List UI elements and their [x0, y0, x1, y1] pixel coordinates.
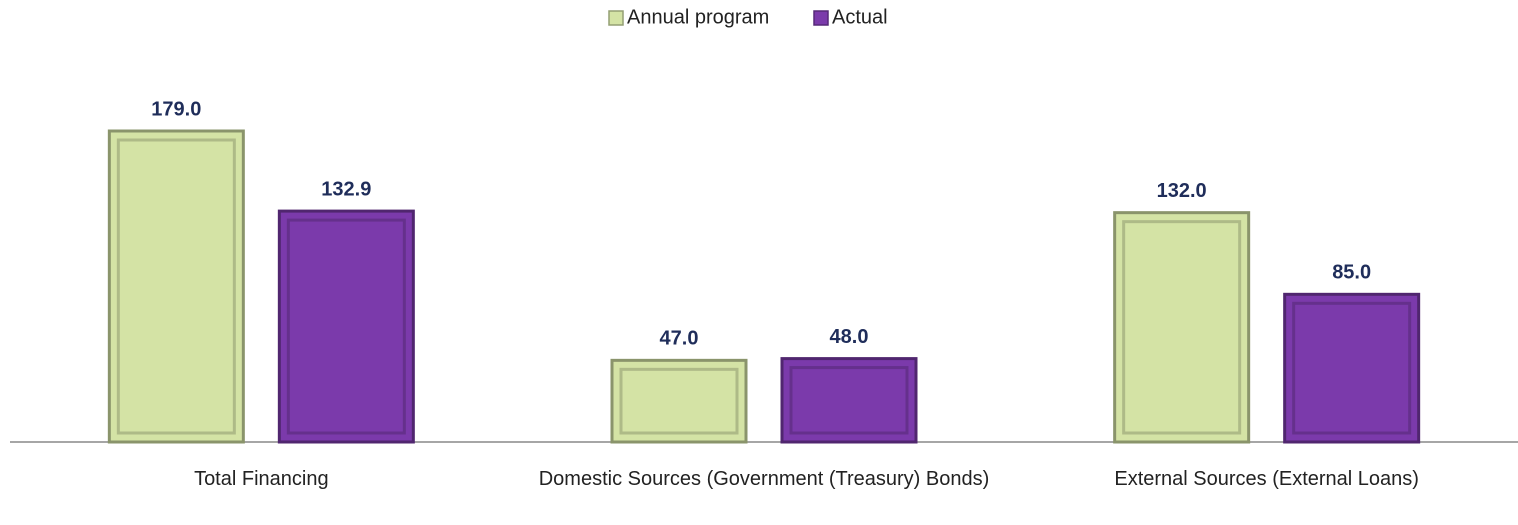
- bar: [610, 358, 748, 444]
- bar: [107, 129, 245, 444]
- bar-bevel: [286, 218, 406, 435]
- bar-bevel: [789, 366, 909, 435]
- bar: [277, 209, 415, 444]
- value-label: 48.0: [830, 326, 869, 348]
- bar-bevel: [1292, 301, 1412, 435]
- legend-swatch: [813, 10, 829, 26]
- bar: [1283, 292, 1421, 444]
- legend-swatch: [608, 10, 624, 26]
- value-label: 132.9: [321, 178, 371, 200]
- bar: [780, 357, 918, 444]
- value-label: 47.0: [660, 328, 699, 350]
- bar-bevel: [619, 367, 739, 435]
- value-label: 85.0: [1332, 262, 1371, 284]
- value-label: 132.0: [1157, 180, 1207, 202]
- x-tick-label: External Sources (External Loans): [1114, 468, 1419, 490]
- bar-bevel: [1122, 220, 1242, 435]
- legend-label: Annual program: [627, 6, 769, 28]
- legend-label: Actual: [832, 6, 888, 28]
- bar-bevel: [116, 138, 236, 435]
- value-label: 179.0: [151, 98, 201, 120]
- x-tick-label: Domestic Sources (Government (Treasury) …: [538, 468, 990, 490]
- x-tick-label: Total Financing: [194, 468, 329, 490]
- bar: [1113, 211, 1251, 444]
